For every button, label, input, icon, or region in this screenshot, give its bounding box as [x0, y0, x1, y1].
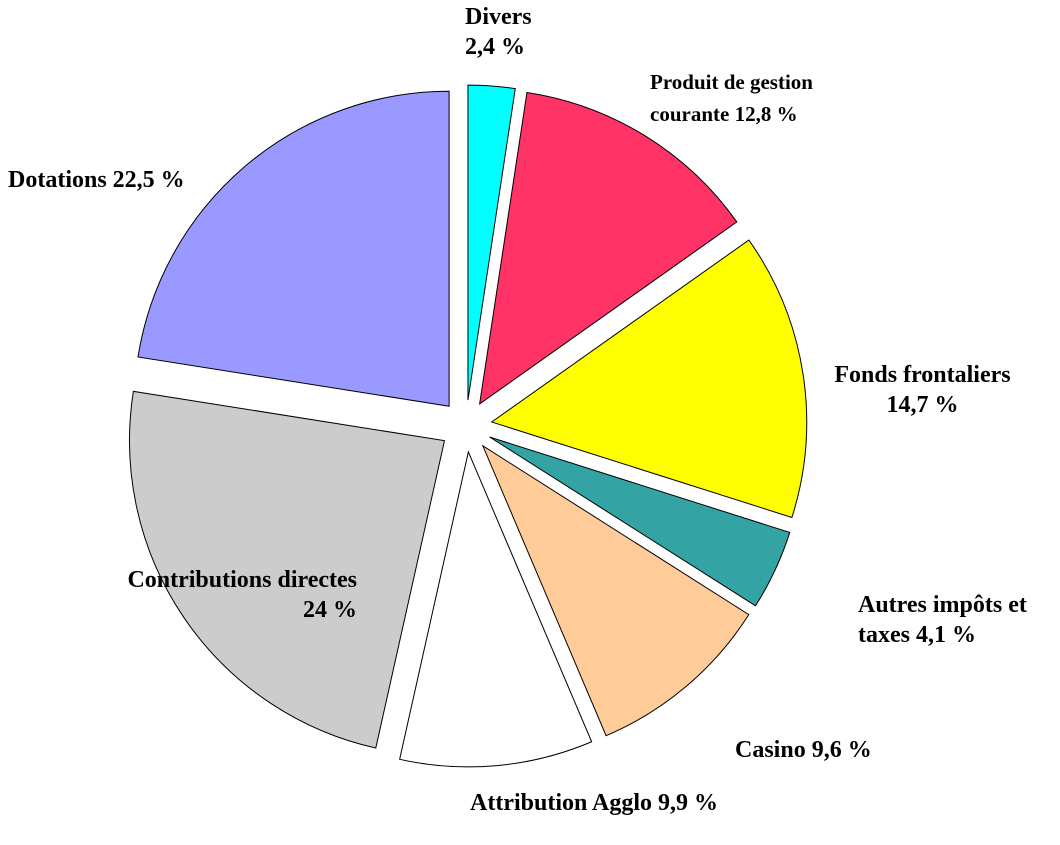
- slice-label: Autres impôts et taxes 4,1 %: [858, 590, 1048, 650]
- slice-label: Produit de gestion courante 12,8 %: [650, 66, 865, 130]
- category-name: Autres impôts et taxes: [858, 592, 1027, 648]
- pie-slice: [489, 436, 791, 607]
- pie-slice: [137, 90, 450, 407]
- pie-slice: [478, 91, 738, 405]
- value-label: 14,7 %: [886, 392, 959, 418]
- pie-slice: [490, 239, 808, 519]
- slice-label: Contributions directes 24 %: [45, 565, 357, 625]
- value-label: 4,1 %: [915, 622, 976, 648]
- pie-slice: [481, 444, 750, 737]
- slice-label: Divers 2,4 %: [465, 2, 585, 62]
- pie-slice: [399, 450, 593, 768]
- value-label: 9,6 %: [811, 737, 872, 763]
- slice-label: Attribution Agglo 9,9 %: [470, 788, 870, 818]
- value-label: 22,5 %: [112, 167, 185, 193]
- pie-slice: [129, 390, 446, 749]
- value-label: 24 %: [303, 597, 357, 623]
- value-label: 12,8 %: [734, 102, 798, 126]
- slice-label: Dotations 22,5 %: [8, 165, 308, 195]
- category-name: Attribution Agglo: [470, 790, 653, 816]
- slice-label: Casino 9,6 %: [735, 735, 1035, 765]
- category-name: Fonds frontaliers: [834, 362, 1011, 388]
- category-name: Dotations: [8, 167, 107, 193]
- category-name: Contributions directes: [127, 567, 357, 593]
- value-label: 9,9 %: [658, 790, 719, 816]
- value-label: 2,4 %: [465, 34, 525, 60]
- slice-label: Fonds frontaliers 14,7 %: [795, 360, 1050, 420]
- category-name: Casino: [735, 737, 806, 763]
- pie-slice: [467, 84, 516, 401]
- category-name: Produit de gestion courante: [650, 70, 813, 126]
- category-name: Divers: [465, 4, 532, 30]
